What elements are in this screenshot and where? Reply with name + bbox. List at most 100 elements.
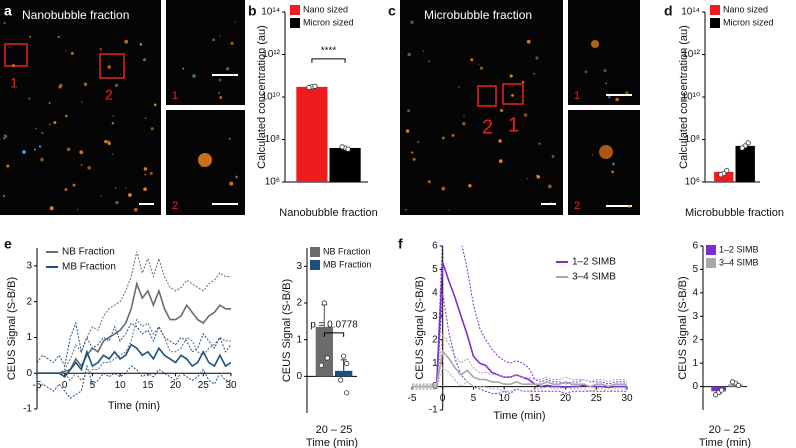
particle: [144, 173, 146, 176]
particle: [142, 58, 147, 62]
particle: [119, 73, 122, 75]
particle: [22, 150, 26, 154]
particle: [218, 35, 221, 37]
y-axis-label: Calculated concentration (au): [678, 25, 690, 169]
category-label: 20 – 25: [709, 424, 746, 436]
legend-swatch: [706, 245, 716, 255]
image-title: Nanobubble fraction: [22, 8, 129, 22]
particle: [115, 200, 119, 205]
roi-label: 2: [105, 87, 113, 103]
particle: [64, 114, 68, 118]
x-axis-label: Time (min): [108, 400, 160, 412]
data-point: [345, 146, 351, 152]
data-point: [344, 360, 350, 367]
legend-label: 1–2 SIMB: [719, 244, 759, 254]
y-tick-label: 0: [692, 381, 698, 392]
particle: [625, 91, 629, 95]
particle: [41, 131, 44, 135]
particle: [228, 137, 231, 140]
panel-letter: e: [4, 236, 12, 252]
legend-swatch: [710, 5, 720, 15]
particle: [11, 63, 16, 68]
legend-swatch: [310, 260, 320, 270]
y-tick-label: 10¹²: [262, 49, 280, 60]
legend-label: 1–2 SIMB: [572, 257, 616, 268]
particle: [114, 83, 119, 87]
particle: [218, 78, 222, 82]
particle: [407, 52, 411, 57]
bound-line: [37, 251, 231, 374]
data-point: [718, 172, 724, 178]
category-label: Microbubble fraction: [685, 207, 784, 219]
x-tick-label: 30: [225, 380, 237, 391]
bound-line: [412, 333, 627, 385]
particle: [479, 66, 484, 70]
y-tick-label: 10¹⁰: [262, 92, 280, 103]
significance-bracket: [323, 332, 345, 337]
particle: [411, 151, 414, 154]
particle: [111, 153, 113, 155]
particle: [526, 39, 531, 44]
particle: [192, 74, 196, 78]
particle: [80, 163, 83, 167]
particle: [550, 201, 552, 204]
particle: [521, 80, 525, 84]
particle: [149, 171, 153, 175]
bound-line: [412, 292, 627, 395]
particle: [139, 43, 143, 46]
blob: [198, 153, 212, 167]
roi-box: [99, 53, 125, 79]
x-tick-label: 15: [142, 380, 154, 391]
data-point: [712, 392, 719, 398]
y-tick-label: 1: [432, 358, 438, 369]
particle: [511, 93, 515, 97]
x-tick-label: 25: [198, 380, 210, 391]
y-tick-label: 5: [432, 264, 438, 275]
legend-label: NB Fraction: [62, 247, 115, 258]
particle: [615, 97, 619, 102]
bar: [296, 86, 328, 182]
legend-label: NB Fraction: [323, 246, 371, 256]
particle: [3, 134, 8, 139]
x-tick-label: 10: [499, 393, 511, 404]
particle: [526, 177, 528, 180]
inset-label: 1: [172, 90, 178, 102]
particle: [79, 150, 84, 155]
particle: [499, 108, 504, 113]
y-tick-label: -1: [429, 405, 438, 416]
data-point: [312, 83, 318, 89]
particle: [76, 209, 79, 211]
legend-label: MB Fraction: [62, 262, 116, 273]
bar: [329, 147, 361, 182]
particle: [133, 207, 138, 212]
particle: [144, 117, 147, 119]
image: [0, 0, 161, 215]
y-axis-label: CEUS Signal (S-B/B): [281, 279, 293, 382]
roi-label: 1: [10, 75, 18, 91]
x-tick-label: 5: [90, 380, 96, 391]
particle: [99, 48, 102, 51]
particle: [498, 159, 503, 164]
particle: [428, 60, 430, 63]
x-tick-label: 25: [591, 393, 603, 404]
particle: [182, 67, 185, 70]
y-tick-label: 3: [692, 311, 698, 322]
y-tick-label: 10¹⁰: [682, 92, 700, 103]
legend-swatch: [706, 258, 716, 268]
y-tick-label: 10⁶: [685, 177, 700, 188]
particle: [591, 154, 594, 156]
particle: [605, 82, 608, 85]
y-tick-label: 1: [296, 334, 302, 345]
roi-box: [502, 83, 524, 105]
x-tick-label: -5: [33, 380, 42, 391]
particle: [111, 122, 115, 125]
panel-letter: f: [398, 236, 403, 252]
bar: [735, 145, 755, 182]
particle: [70, 51, 74, 55]
x-tick-label: 5: [471, 393, 477, 404]
y-tick-label: 6: [692, 241, 698, 252]
y-tick-label: 3: [432, 311, 438, 322]
particle: [468, 184, 472, 188]
data-point: [339, 144, 345, 150]
particle: [124, 187, 127, 189]
